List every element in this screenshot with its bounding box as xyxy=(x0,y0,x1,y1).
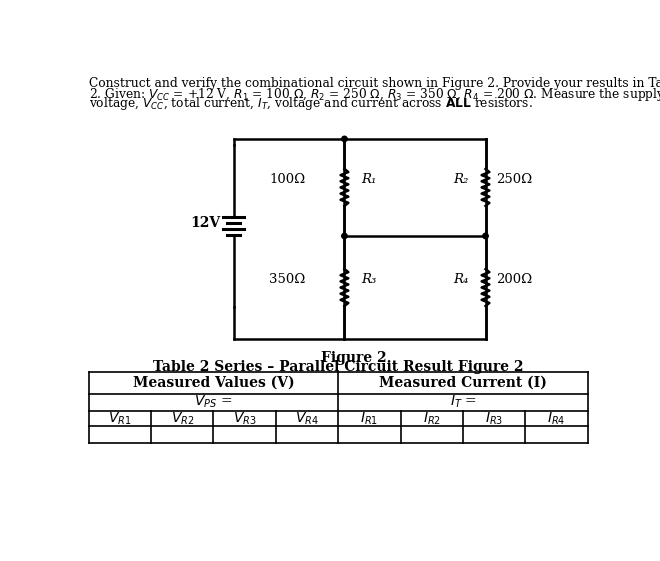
Text: $V_{R2}$: $V_{R2}$ xyxy=(170,410,194,426)
Circle shape xyxy=(342,233,347,238)
Text: Table 2 Series – Parallel Circuit Result Figure 2: Table 2 Series – Parallel Circuit Result… xyxy=(153,360,523,374)
Text: $I_{R4}$: $I_{R4}$ xyxy=(547,410,566,426)
Text: voltage, $V_{CC}$, total current, $I_T$, voltage and current across $\bf{ALL}$ r: voltage, $V_{CC}$, total current, $I_T$,… xyxy=(88,95,533,112)
Text: $V_{R4}$: $V_{R4}$ xyxy=(295,410,319,426)
Text: $I_T$ =: $I_T$ = xyxy=(449,394,477,411)
Text: 350Ω: 350Ω xyxy=(269,273,306,286)
Text: R₂: R₂ xyxy=(453,173,469,186)
Text: $V_{R1}$: $V_{R1}$ xyxy=(108,410,131,426)
Text: 250Ω: 250Ω xyxy=(496,173,533,186)
Text: R₄: R₄ xyxy=(453,273,469,286)
Text: R₃: R₃ xyxy=(362,273,377,286)
Text: $V_{R3}$: $V_{R3}$ xyxy=(233,410,257,426)
Text: 200Ω: 200Ω xyxy=(496,273,533,286)
Text: $I_{R2}$: $I_{R2}$ xyxy=(423,410,441,426)
Text: $I_{R1}$: $I_{R1}$ xyxy=(360,410,378,426)
Text: R₁: R₁ xyxy=(362,173,377,186)
Text: Measured Current (I): Measured Current (I) xyxy=(379,376,547,390)
Text: $I_{R3}$: $I_{R3}$ xyxy=(485,410,504,426)
Text: Figure 2: Figure 2 xyxy=(321,351,387,365)
Text: 100Ω: 100Ω xyxy=(269,173,306,186)
Text: $V_{PS}$ =: $V_{PS}$ = xyxy=(194,394,233,411)
Text: 12V: 12V xyxy=(190,216,220,230)
Text: Measured Values (V): Measured Values (V) xyxy=(133,376,294,390)
Text: 2. Given: $V_{CC}$ = +12 V, $R_1$ = 100 $\Omega$, $R_2$ = 250 $\Omega$, $R_3$ = : 2. Given: $V_{CC}$ = +12 V, $R_1$ = 100 … xyxy=(88,86,660,103)
Text: Construct and verify the combinational circuit shown in Figure 2. Provide your r: Construct and verify the combinational c… xyxy=(88,76,660,90)
Circle shape xyxy=(342,136,347,141)
Circle shape xyxy=(482,233,488,238)
